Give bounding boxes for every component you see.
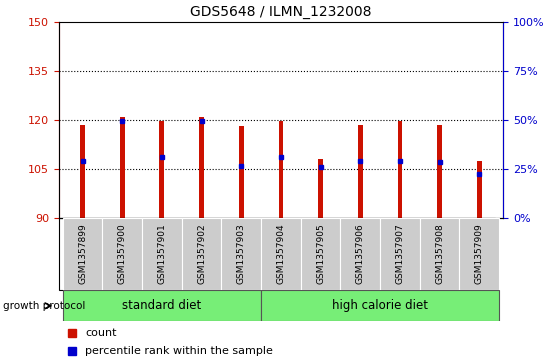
Text: high calorie diet: high calorie diet	[332, 299, 428, 312]
Title: GDS5648 / ILMN_1232008: GDS5648 / ILMN_1232008	[190, 5, 372, 19]
Text: GSM1357908: GSM1357908	[435, 224, 444, 285]
Text: GSM1357902: GSM1357902	[197, 224, 206, 285]
Bar	[63, 218, 102, 290]
Bar	[239, 126, 244, 218]
Text: growth protocol: growth protocol	[3, 301, 85, 311]
Bar	[397, 121, 402, 218]
Bar	[420, 218, 459, 290]
Bar	[301, 218, 340, 290]
Bar	[261, 290, 499, 321]
Text: standard diet: standard diet	[122, 299, 201, 312]
Bar	[358, 125, 363, 218]
Text: GSM1357909: GSM1357909	[475, 224, 484, 285]
Text: GSM1357899: GSM1357899	[78, 224, 87, 285]
Bar	[459, 218, 499, 290]
Bar	[159, 121, 164, 218]
Bar	[182, 218, 221, 290]
Bar	[63, 290, 261, 321]
Bar	[380, 218, 420, 290]
Text: GSM1357903: GSM1357903	[236, 224, 246, 285]
Text: GSM1357905: GSM1357905	[316, 224, 325, 285]
Bar	[80, 125, 85, 218]
Text: GSM1357904: GSM1357904	[276, 224, 286, 285]
Bar	[120, 117, 125, 218]
Bar	[318, 159, 323, 218]
Text: GSM1357907: GSM1357907	[395, 224, 404, 285]
Bar	[199, 117, 204, 218]
Bar	[102, 218, 142, 290]
Text: GSM1357901: GSM1357901	[158, 224, 167, 285]
Text: count: count	[86, 328, 117, 338]
Bar	[221, 218, 261, 290]
Bar	[261, 218, 301, 290]
Bar	[437, 125, 442, 218]
Bar	[278, 121, 283, 218]
Text: percentile rank within the sample: percentile rank within the sample	[86, 346, 273, 356]
Bar	[477, 160, 482, 218]
Text: GSM1357906: GSM1357906	[356, 224, 365, 285]
Bar	[340, 218, 380, 290]
Text: GSM1357900: GSM1357900	[118, 224, 127, 285]
Bar	[142, 218, 182, 290]
